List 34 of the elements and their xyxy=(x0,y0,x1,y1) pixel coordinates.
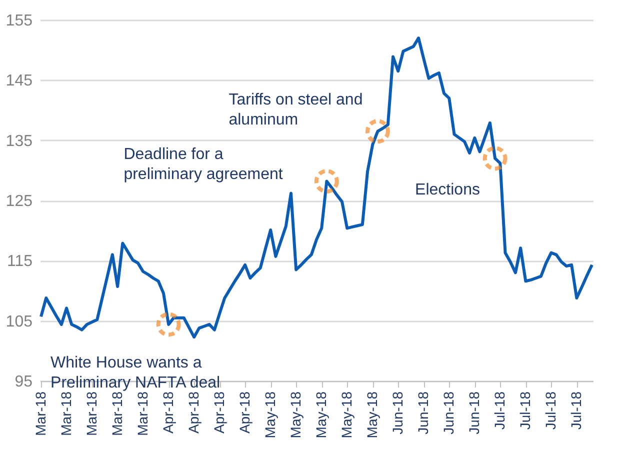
x-tick-label: Jul-18 xyxy=(568,391,584,430)
x-tick-label: May-18 xyxy=(313,391,330,438)
x-tick-label: May-18 xyxy=(288,391,304,438)
x-tick-label: Apr-18 xyxy=(160,391,176,434)
x-tick-label: Jun-18 xyxy=(440,391,457,434)
x-tick-label: May-18 xyxy=(364,391,380,438)
y-tick-label: 105 xyxy=(6,313,33,330)
x-tick-label: Mar-18 xyxy=(32,391,49,436)
x-tick-label: Apr-18 xyxy=(236,391,253,434)
line-series xyxy=(40,36,594,339)
annotation: Tariffs on steel and aluminum xyxy=(228,91,363,128)
y-tick-label: 145 xyxy=(6,72,33,90)
x-tick-label: May-18 xyxy=(262,391,278,438)
x-tick-label: Apr-18 xyxy=(186,391,202,434)
x-tick-label: Mar-18 xyxy=(109,391,126,436)
x-tick-label: Mar-18 xyxy=(84,391,100,436)
x-tick-label: Jul-18 xyxy=(517,391,534,430)
x-tick-label: Apr-18 xyxy=(211,391,228,434)
annotation: Elections xyxy=(415,181,480,198)
x-tick-label: Mar-18 xyxy=(134,391,151,436)
annotation: Deadline for a preliminary agreement xyxy=(124,146,284,184)
x-tick-label: Jul-18 xyxy=(492,391,508,430)
y-tick-label: 115 xyxy=(6,253,33,270)
x-tick-label: Jul-18 xyxy=(542,391,559,430)
y-tick-label: 135 xyxy=(6,132,33,150)
y-tick-label: 125 xyxy=(6,193,33,210)
x-tick-label: Jun-18 xyxy=(466,391,482,434)
x-tick-label: Jun-18 xyxy=(390,391,406,434)
x-tick-label: Jun-18 xyxy=(415,391,432,434)
annotation: White House wants a Preliminary NAFTA deal xyxy=(50,354,220,392)
y-tick-label: 155 xyxy=(6,12,33,30)
x-tick-label: Mar-18 xyxy=(58,391,74,436)
y-tick-label: 95 xyxy=(14,374,33,390)
x-tick-label: May-18 xyxy=(338,391,355,438)
